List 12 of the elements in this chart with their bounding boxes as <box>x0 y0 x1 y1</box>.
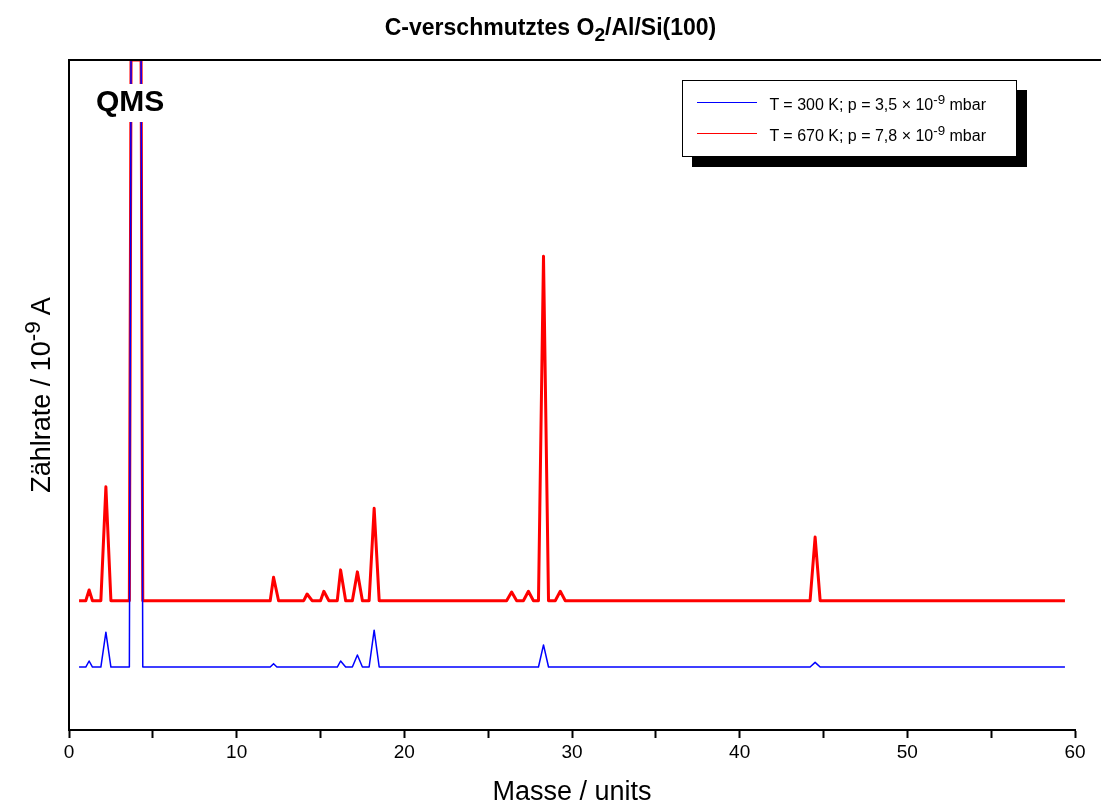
x-tick-label: 20 <box>393 740 415 762</box>
x-tick-label: 50 <box>896 740 918 762</box>
annotation: QMS <box>96 84 165 118</box>
chart-title: C-verschmutztes O$_{2}$/Al/Si(100) <box>383 14 718 46</box>
legend-label: T = 300 K; p = 3,5 × 10$^{-9}$ mbar <box>769 91 986 116</box>
x-tick-label: 0 <box>63 740 75 762</box>
x-tick-label: 10 <box>226 740 248 762</box>
x-axis-title: Masse / units <box>491 776 653 807</box>
x-tick-label: 30 <box>561 740 583 762</box>
legend-label: T = 670 K; p = 7,8 × 10$^{-9}$ mbar <box>769 122 986 147</box>
x-tick-label: 60 <box>1064 740 1086 762</box>
x-tick-label: 40 <box>729 740 751 762</box>
